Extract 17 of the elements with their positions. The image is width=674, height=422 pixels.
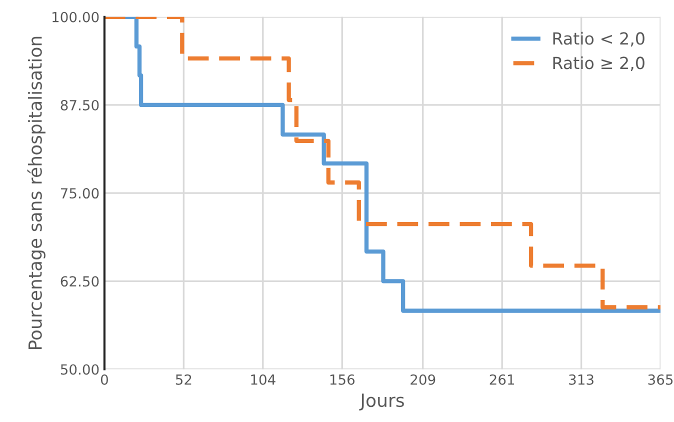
x-tick-label: 313: [569, 374, 594, 385]
y-tick-label: 75.00: [60, 188, 99, 199]
y-tick-label: 87.50: [60, 100, 99, 110]
x-tick-label: 209: [410, 374, 436, 385]
x-tick-label: 365: [648, 374, 673, 385]
x-tick-label: 261: [490, 374, 514, 385]
legend-label: Ratio ≥ 2,0: [553, 56, 644, 71]
x-axis-title: Jours: [359, 394, 404, 410]
x-tick-label: 104: [251, 374, 276, 385]
y-axis-title: Pourcentage sans réhospitalisation: [27, 36, 46, 350]
y-tick-label: 62.50: [60, 276, 99, 287]
x-tick-label: 156: [330, 374, 355, 385]
x-tick-label: 52: [176, 374, 192, 385]
y-tick-label: 100.00: [52, 12, 99, 22]
y-tick-label: 50.00: [60, 364, 99, 375]
x-tick-label: 0: [100, 374, 108, 385]
legend-label: Ratio < 2,0: [553, 32, 644, 46]
